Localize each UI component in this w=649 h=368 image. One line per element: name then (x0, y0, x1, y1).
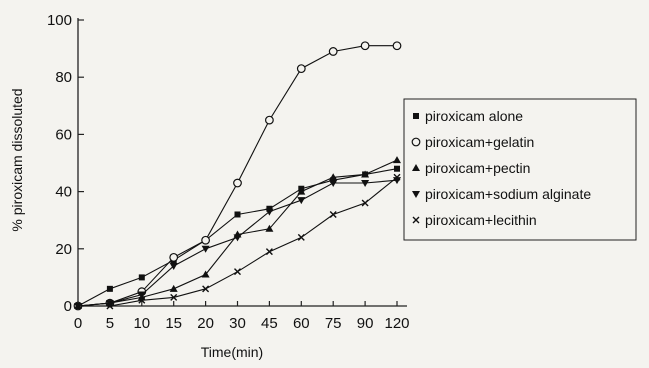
y-tick-label: 80 (55, 69, 72, 86)
data-point (360, 41, 370, 51)
x-tick-label: 45 (261, 315, 278, 332)
data-point (201, 235, 211, 245)
data-point (137, 291, 146, 299)
legend-marker (413, 113, 419, 119)
legend-marker (412, 216, 420, 224)
legend-label: piroxicam+gelatin (425, 134, 534, 150)
y-tick-label: 20 (55, 241, 72, 258)
data-point (106, 285, 113, 292)
series-line (78, 176, 398, 307)
data-point (234, 211, 241, 218)
data-point (265, 208, 274, 216)
series-4 (74, 173, 401, 310)
data-point (105, 300, 114, 308)
data-point (361, 180, 370, 188)
legend-label: piroxicam+lecithin (425, 212, 537, 228)
series-3 (74, 177, 401, 310)
x-tick-label: 10 (133, 315, 150, 332)
data-point (296, 64, 306, 74)
data-point (265, 248, 273, 256)
data-point (361, 199, 369, 207)
data-point (297, 233, 305, 241)
series-line (77, 179, 398, 307)
data-point (201, 245, 210, 253)
x-axis-title: Time(min) (201, 344, 263, 360)
x-tick-label: 75 (325, 315, 342, 332)
legend-item: piroxicam+pectin (412, 160, 530, 176)
legend-label: piroxicam alone (425, 108, 523, 124)
data-point (138, 274, 145, 281)
data-point (329, 180, 338, 188)
data-point (265, 224, 274, 232)
data-point (169, 252, 179, 262)
data-point (265, 115, 274, 125)
data-point (392, 41, 402, 51)
y-tick-label: 0 (64, 298, 72, 315)
legend-marker (411, 137, 421, 147)
data-point (297, 187, 306, 195)
x-tick-label: 30 (229, 315, 246, 332)
data-point (329, 210, 337, 218)
data-point (393, 156, 401, 164)
y-tick-label: 40 (55, 184, 72, 201)
x-tick-label: 15 (165, 315, 182, 332)
x-tick-label: 120 (384, 315, 409, 332)
data-point (74, 302, 82, 310)
legend-item: piroxicam alone (413, 108, 523, 124)
data-point (169, 262, 178, 270)
data-point (201, 270, 210, 278)
data-point (393, 173, 401, 181)
x-tick-label: 60 (293, 315, 310, 332)
data-point (234, 268, 241, 276)
data-point (169, 284, 178, 292)
y-tick-label: 60 (55, 126, 72, 143)
data-point (329, 173, 338, 181)
legend-marker (412, 164, 420, 171)
data-point (170, 293, 178, 301)
data-point (106, 302, 114, 310)
legend-label: piroxicam+sodium alginate (425, 186, 591, 202)
data-point (138, 296, 146, 304)
x-tick-label: 5 (106, 315, 114, 332)
legend-item: piroxicam+gelatin (411, 134, 534, 150)
series-layer (73, 41, 402, 311)
data-point (328, 47, 338, 56)
data-point (202, 285, 210, 293)
x-tick-label: 90 (357, 315, 374, 332)
legend-marker (412, 191, 420, 198)
data-point (361, 170, 370, 178)
axes: 0 20 40 60 80 100 0 5 10 15 20 30 45 60 75 90 120 (47, 12, 410, 332)
y-tick-label: 100 (47, 12, 72, 29)
x-tick-label: 0 (74, 315, 82, 332)
data-point (233, 234, 242, 242)
y-axis-title: % piroxicam dissoluted (9, 88, 25, 231)
data-point (394, 165, 400, 172)
x-tick-label: 20 (197, 315, 214, 332)
data-point (297, 197, 306, 205)
legend-label: piroxicam+pectin (425, 160, 530, 176)
legend-box (403, 98, 637, 241)
legend-item: piroxicam+sodium alginate (412, 186, 591, 202)
legend-item: piroxicam+lecithin (412, 212, 537, 228)
data-point (233, 178, 242, 188)
legend: piroxicam alone piroxicam+gelatin piroxica… (403, 98, 637, 241)
